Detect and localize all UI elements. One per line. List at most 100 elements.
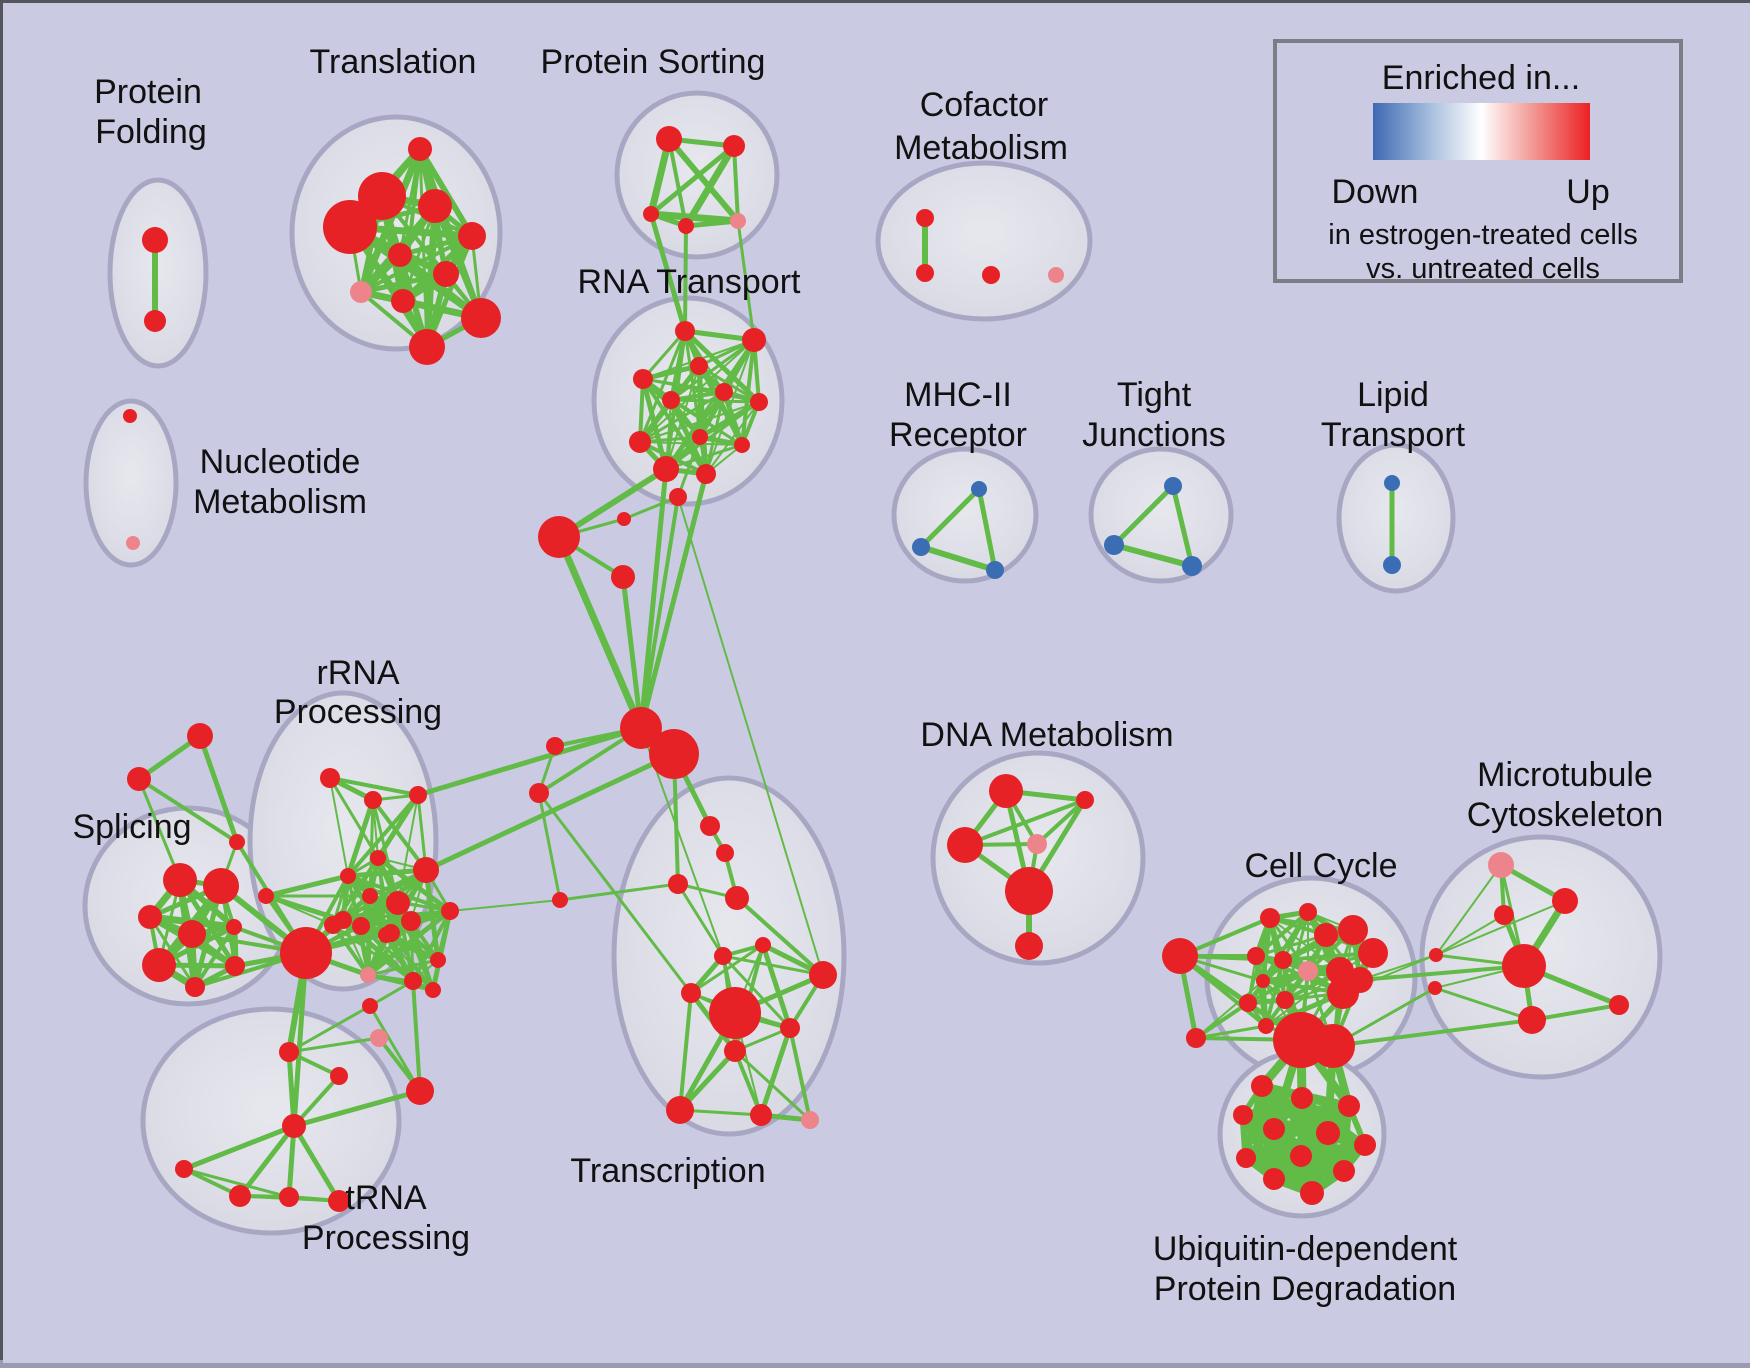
transcription-label: Transcription — [570, 1152, 765, 1190]
mhc-ii-receptor-node-1 — [912, 538, 930, 556]
rrna-processing-node-12 — [404, 972, 422, 990]
dna-metabolism-node-4 — [1005, 867, 1053, 915]
splicing-satellite-node-1 — [127, 767, 151, 791]
rna-transport-node-3 — [633, 369, 653, 389]
connectors-node-6 — [546, 737, 564, 755]
microtubule-cytoskeleton-node-0 — [1488, 852, 1514, 878]
edge — [328, 776, 380, 860]
dna-metabolism-node-1 — [1076, 791, 1094, 809]
mhc-ii-receptor-label: MHC-II — [904, 376, 1012, 414]
translation-node-8 — [391, 289, 415, 313]
transcription-node-1 — [809, 961, 837, 989]
edge — [1170, 483, 1195, 569]
splicing-satellite-node-0 — [187, 723, 213, 749]
lipid-transport-ellipse — [1336, 442, 1456, 594]
rna-transport-node-8 — [692, 429, 708, 445]
edge — [918, 486, 982, 550]
connectors-node-1 — [611, 565, 635, 589]
rrna-processing-label: Processing — [274, 693, 442, 731]
connectors-node-8 — [552, 892, 568, 908]
connectors-node-11 — [668, 874, 688, 894]
cell-cycle-node-9 — [1298, 961, 1318, 981]
translation-node-3 — [418, 189, 452, 223]
cell-cycle-node-11 — [1256, 974, 1270, 988]
translation-node-5 — [388, 243, 412, 267]
edge — [622, 495, 680, 521]
dna-metabolism-node-5 — [1015, 932, 1043, 960]
rrna-processing-node-3 — [370, 850, 386, 866]
translation-node-9 — [461, 298, 501, 338]
tight-junctions-node-1 — [1104, 535, 1124, 555]
microtubule-cytoskeleton-node-4 — [1518, 1006, 1546, 1034]
cofactor-metabolism-label: Metabolism — [894, 129, 1068, 167]
cofactor-metabolism-node-1 — [916, 264, 934, 282]
edge — [342, 919, 369, 976]
microtubule-cytoskeleton-node-3 — [1502, 944, 1546, 988]
rrna-processing-node-16 — [382, 924, 400, 942]
transcription-node-0 — [755, 937, 771, 953]
rna-transport-node-0 — [675, 321, 695, 341]
edge — [346, 793, 420, 878]
protein-folding-label: Protein — [94, 73, 202, 111]
edge — [1358, 964, 1526, 982]
protein-folding-node-0 — [142, 227, 168, 253]
edge — [1530, 1003, 1621, 1022]
translation-node-1 — [358, 172, 406, 220]
edge — [537, 791, 562, 902]
transcription-node-3 — [681, 983, 701, 1003]
edge — [1435, 914, 1505, 956]
splicing-node-2 — [138, 905, 162, 929]
edge — [682, 142, 738, 230]
edge — [683, 224, 688, 333]
legend-down-label: Down — [1332, 173, 1419, 211]
edge — [683, 218, 741, 229]
rrna-processing-node-4 — [340, 868, 356, 884]
edge — [647, 210, 742, 225]
cell-cycle-node-5 — [1338, 915, 1368, 945]
edge — [1270, 1167, 1348, 1183]
cell-cycle-node-7 — [1247, 947, 1265, 965]
edge — [1264, 958, 1285, 1028]
trna-processing-node-2 — [229, 1185, 251, 1207]
rrna-processing-node-15 — [401, 911, 421, 931]
trna-processing-ellipse — [140, 1006, 402, 1236]
edge — [760, 942, 793, 1031]
ubiquitin-degradation-node-6 — [1354, 1134, 1376, 1156]
dna-metabolism-label: DNA Metabolism — [920, 716, 1173, 754]
rrna-processing-node-8 — [352, 917, 370, 935]
protein-sorting-node-1 — [723, 135, 745, 157]
edge — [641, 329, 687, 381]
trna-processing-label: tRNA — [345, 1179, 427, 1217]
translation-node-4 — [458, 222, 486, 250]
edge — [1254, 910, 1310, 958]
connectors-node-4 — [620, 707, 662, 749]
edge — [638, 329, 687, 444]
edge — [328, 776, 420, 797]
edge — [331, 923, 370, 977]
edge — [137, 777, 239, 844]
rrna-processing-node-17 — [334, 911, 352, 929]
dna-metabolism-node-0 — [989, 774, 1023, 808]
edge — [341, 868, 428, 922]
splicing-node-5 — [142, 948, 176, 982]
trna-processing-node-1 — [175, 1160, 193, 1178]
tight-junctions-ellipse — [1088, 446, 1234, 584]
microtubule-cytoskeleton-node-7 — [1428, 981, 1442, 995]
trna-processing-node-7 — [406, 1077, 434, 1105]
edge — [676, 882, 725, 958]
edge — [193, 925, 236, 989]
cofactor-metabolism-node-2 — [982, 266, 1000, 284]
transcription-node-8 — [750, 1104, 772, 1126]
edge — [1433, 986, 1534, 1022]
edge — [758, 1025, 793, 1118]
edge — [1111, 542, 1195, 569]
rna-transport-node-7 — [629, 431, 651, 453]
splicing-node-1 — [203, 868, 239, 904]
protein-sorting-node-2 — [643, 206, 659, 222]
rna-transport-node-6 — [662, 391, 680, 409]
rrna-processing-node-2 — [409, 786, 427, 804]
ubiquitin-degradation-node-0 — [1251, 1075, 1273, 1097]
edge — [291, 1088, 423, 1129]
rna-transport-node-5 — [750, 393, 768, 411]
